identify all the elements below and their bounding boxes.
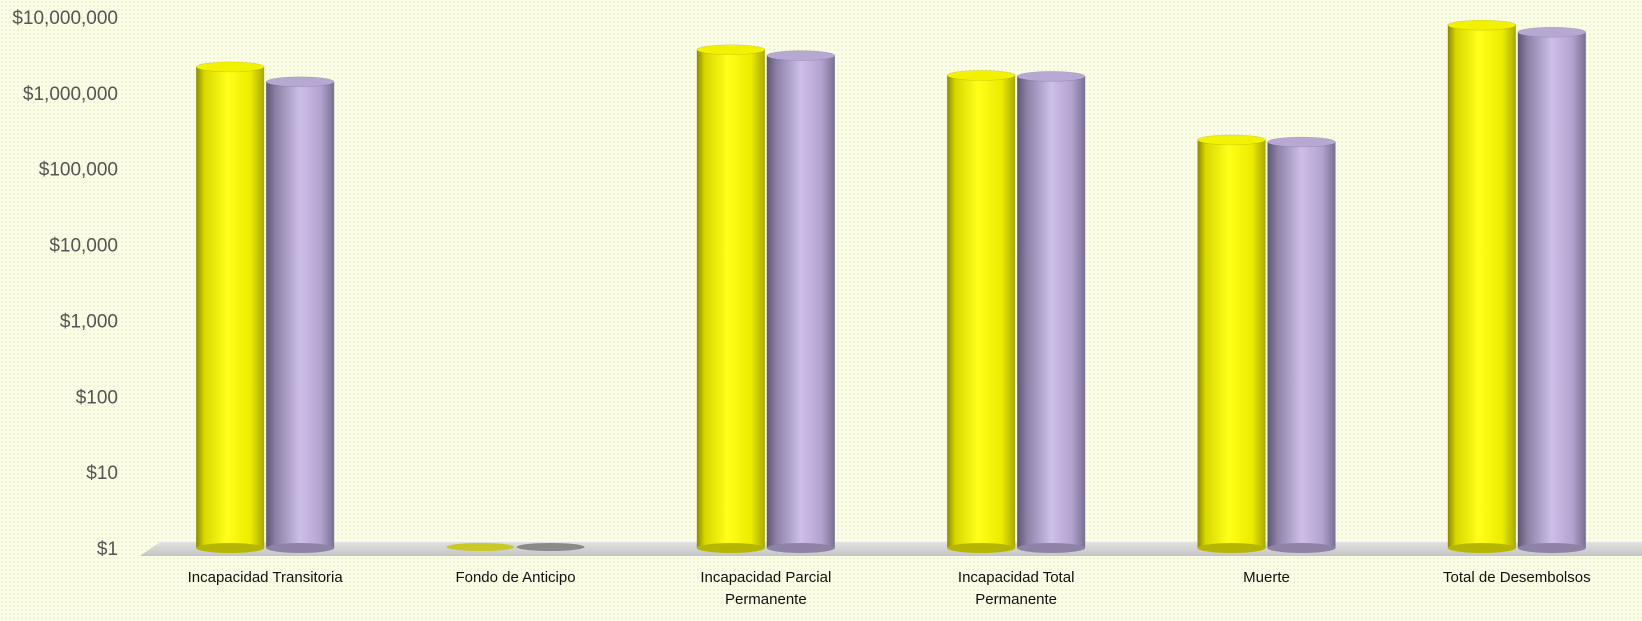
y-tick-label: $10,000	[49, 236, 118, 257]
bar-series-2-cat-0	[266, 81, 335, 549]
y-tick-label: $1	[97, 539, 118, 560]
y-tick-label: $10,000,000	[12, 8, 118, 29]
bar-series-2-cat-2	[766, 55, 835, 548]
chart-floor	[140, 542, 1642, 556]
bars	[195, 19, 1587, 553]
bar-top-2-cat-0	[265, 76, 335, 88]
bar-disc-2-cat-1	[516, 543, 585, 551]
bar-top-1-cat-5	[1447, 19, 1517, 31]
x-tick-label: Total de Desembolsos	[1443, 569, 1591, 586]
bar-series-1-cat-3	[947, 75, 1016, 548]
bar-series-2-cat-4	[1267, 141, 1336, 549]
bar-series-2-cat-3	[1017, 76, 1086, 548]
bar-base-2-cat-4	[1267, 543, 1336, 553]
bar-top-2-cat-3	[1016, 71, 1086, 82]
bar-base-1-cat-2	[696, 543, 765, 553]
bar-base-2-cat-2	[766, 543, 835, 553]
x-tick-label: Fondo de Anticipo	[455, 569, 575, 586]
bar-disc-1-cat-1	[446, 543, 515, 551]
bar-base-1-cat-5	[1447, 543, 1516, 553]
bar-series-1-cat-2	[696, 49, 765, 549]
bar-top-1-cat-2	[696, 44, 766, 56]
bar-base-1-cat-3	[947, 543, 1016, 553]
bar-series-1-cat-5	[1447, 25, 1516, 548]
x-tick-label: Incapacidad Parcial	[700, 569, 831, 586]
bar-base-2-cat-0	[266, 543, 335, 553]
x-tick-label: Incapacidad Total	[958, 569, 1074, 586]
bar-series-2-cat-5	[1517, 32, 1586, 549]
bar-top-1-cat-4	[1197, 134, 1266, 146]
y-tick-label: $1,000,000	[23, 84, 118, 105]
bar-top-1-cat-0	[195, 61, 265, 73]
bar-top-2-cat-5	[1517, 26, 1587, 38]
bar-series-1-cat-0	[196, 66, 265, 549]
y-tick-label: $100,000	[39, 160, 118, 181]
y-tick-label: $10	[86, 463, 118, 484]
bar-base-2-cat-5	[1517, 543, 1586, 553]
bar-top-2-cat-2	[766, 50, 836, 61]
bar-base-1-cat-4	[1197, 543, 1266, 553]
bar-top-1-cat-3	[946, 70, 1016, 81]
x-axis: Incapacidad Transitoria Fondo de Anticipo…	[188, 569, 1591, 608]
x-tick-label: Permanente	[725, 591, 807, 608]
bar-top-2-cat-4	[1267, 136, 1336, 148]
y-tick-label: $1,000	[60, 311, 118, 332]
bar-series-1-cat-4	[1197, 139, 1266, 548]
bar-base-2-cat-3	[1017, 543, 1086, 553]
x-tick-label: Muerte	[1243, 569, 1290, 586]
y-axis: $1 $10 $100 $1,000 $10,000 $100,000 $1,000,000…	[12, 8, 118, 560]
y-tick-label: $100	[76, 387, 118, 408]
x-tick-label: Permanente	[975, 591, 1057, 608]
x-tick-label: Incapacidad Transitoria	[188, 569, 344, 586]
bar-base-1-cat-0	[196, 543, 265, 553]
